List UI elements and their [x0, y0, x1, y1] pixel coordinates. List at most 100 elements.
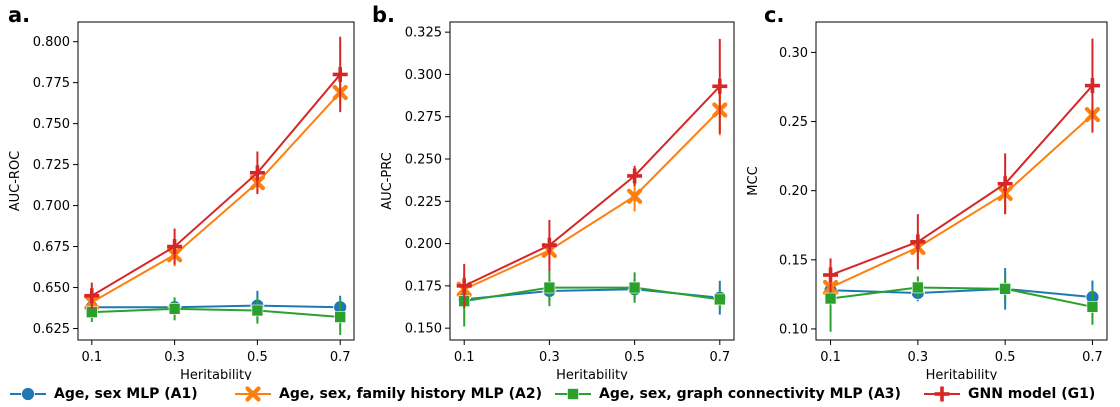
y-tick-label: 0.150: [405, 322, 442, 337]
y-tick-label: 0.25: [779, 115, 808, 130]
y-tick-label: 0.700: [33, 199, 70, 214]
series-line: [91, 304, 341, 309]
series-a3: [824, 265, 1099, 332]
legend-label-a1: Age, sex MLP (A1): [54, 386, 198, 402]
series-a1: [84, 290, 348, 321]
x-tick-label: 0.1: [454, 350, 475, 365]
panel-1: a. 0.625 0.650 0.675 0.700 0.725 0.750 0.775 0.8…: [8, 3, 355, 380]
legend-item-a3: Age, sex, graph connectivity MLP (A3): [553, 382, 901, 406]
figure: a. 0.625 0.650 0.675 0.700 0.725 0.750 0.775 0.8…: [8, 3, 1108, 380]
data-point: [168, 303, 181, 315]
y-axis-label: AUC-ROC: [8, 151, 23, 212]
legend-marker: [934, 386, 950, 402]
series-a3: [86, 297, 347, 336]
x-tick-label: 0.7: [330, 350, 351, 365]
data-point: [541, 237, 557, 253]
data-point: [456, 278, 472, 294]
legend-label-a3: Age, sex, graph connectivity MLP (A3): [599, 386, 901, 402]
plot-frame: [449, 21, 735, 341]
legend: Age, sex MLP (A1) Age, sex, family histo…: [0, 382, 1120, 406]
y-tick-label: 0.15: [779, 253, 808, 268]
x-axis-label: Heritability: [180, 368, 252, 380]
data-point: [627, 168, 643, 184]
y-tick-label: 0.20: [779, 184, 808, 199]
data-point: [713, 293, 726, 306]
x-tick-label: 0.5: [624, 350, 645, 365]
data-point: [249, 165, 265, 181]
data-point: [334, 311, 347, 323]
legend-swatch-a2: [235, 386, 271, 402]
plot-frame: [77, 21, 355, 341]
x-tick-label: 0.5: [247, 350, 268, 365]
series-line: [830, 113, 1094, 289]
data-point: [997, 176, 1013, 192]
series-line: [91, 73, 341, 297]
y-tick-label: 0.10: [779, 322, 808, 337]
y-tick-label: 0.175: [405, 279, 442, 294]
legend-marker: [21, 387, 35, 401]
legend-swatch-a1: [10, 387, 46, 401]
y-tick-label: 0.225: [405, 195, 442, 210]
plot-frame: [815, 21, 1108, 341]
series-a1: [823, 268, 1100, 314]
data-point: [824, 292, 837, 305]
x-tick-label: 0.3: [164, 350, 185, 365]
legend-marker: [567, 388, 579, 400]
x-tick-label: 0.5: [995, 350, 1016, 365]
x-tick-label: 0.3: [539, 350, 560, 365]
x-tick-label: 0.1: [820, 350, 841, 365]
legend-item-g1: GNN model (G1): [922, 382, 1095, 406]
y-tick-label: 0.30: [779, 46, 808, 61]
x-tick-label: 0.3: [908, 350, 929, 365]
data-point: [167, 239, 183, 255]
legend-marker: [245, 386, 261, 402]
y-tick-label: 0.750: [33, 117, 70, 132]
series-line: [830, 286, 1093, 308]
y-tick-label: 0.725: [33, 158, 70, 173]
series-g1: [84, 36, 348, 309]
y-tick-label: 0.300: [405, 68, 442, 83]
x-tick-label: 0.7: [709, 350, 730, 365]
x-tick-label: 0.7: [1082, 350, 1103, 365]
series-line: [464, 286, 720, 303]
data-point: [912, 281, 924, 294]
y-axis-label: MCC: [746, 166, 761, 195]
y-tick-label: 0.775: [33, 76, 70, 91]
y-tick-label: 0.250: [405, 153, 442, 168]
legend-label-a2: Age, sex, family history MLP (A2): [279, 386, 542, 402]
x-axis-label: Heritability: [556, 368, 628, 380]
y-tick-label: 0.325: [405, 26, 442, 41]
data-point: [543, 281, 556, 294]
y-tick-label: 0.275: [405, 110, 442, 125]
series-a3: [458, 268, 726, 327]
legend-label-g1: GNN model (G1): [968, 386, 1096, 402]
data-point: [999, 283, 1011, 295]
legend-swatch-a3: [555, 388, 591, 400]
data-point: [1084, 78, 1100, 94]
series-g1: [823, 38, 1100, 292]
panel-label: b.: [372, 3, 395, 27]
data-point: [712, 78, 728, 94]
series-a2: [822, 102, 1101, 296]
x-axis-label: Heritability: [926, 368, 998, 380]
data-point: [1086, 301, 1099, 313]
y-tick-label: 0.650: [33, 281, 70, 296]
series-line: [91, 91, 341, 304]
panel-label: a.: [8, 3, 30, 27]
data-point: [332, 66, 348, 82]
panel-2: b. 0.150 0.175 0.200 0.225 0.250 0.275 0.300 0.3…: [372, 3, 735, 380]
series-line: [463, 85, 721, 287]
data-point: [910, 234, 926, 250]
series-line: [463, 109, 721, 291]
legend-item-a2: Age, sex, family history MLP (A2): [233, 382, 542, 406]
data-point: [626, 188, 643, 204]
data-point: [251, 304, 264, 317]
series-line: [830, 84, 1094, 276]
y-tick-label: 0.800: [33, 35, 70, 50]
y-tick-label: 0.625: [33, 322, 70, 337]
series-a2: [456, 84, 728, 300]
series-line: [830, 287, 1093, 299]
data-point: [628, 281, 641, 294]
y-axis-label: AUC-PRC: [380, 152, 395, 209]
series-line: [91, 307, 341, 319]
